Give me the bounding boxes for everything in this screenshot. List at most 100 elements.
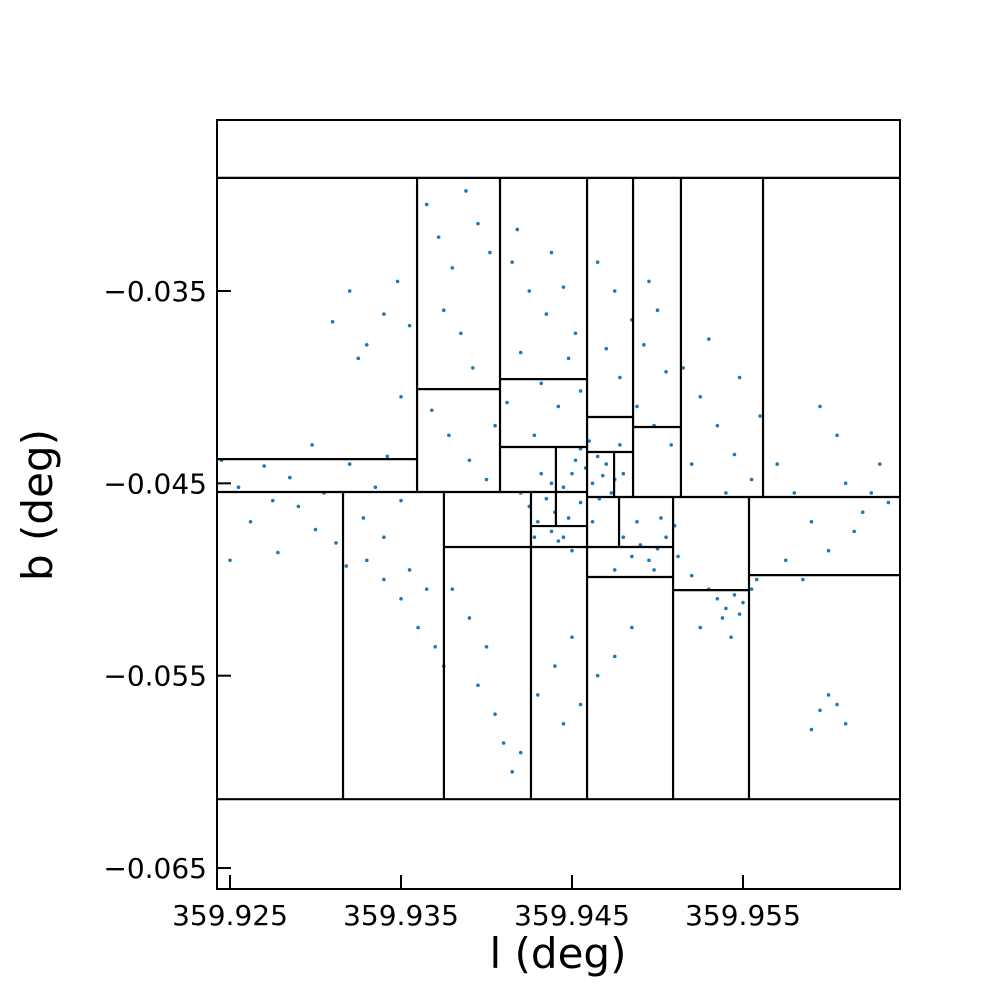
point [549,529,554,534]
point [476,683,480,688]
point [544,496,549,501]
point [536,693,540,697]
point [385,454,390,459]
point [600,473,605,478]
point [262,464,266,468]
point [549,481,554,486]
point [447,433,451,438]
point [539,471,544,476]
point [356,356,361,361]
point [365,343,369,347]
point [852,529,856,534]
point [296,504,301,509]
point [361,516,366,520]
point [532,433,537,438]
point [655,308,660,313]
point [595,454,600,459]
point [809,520,814,524]
point [467,458,472,463]
point [621,471,626,476]
segments-layer [217,176,900,801]
x-tick-label: 359.945 [514,899,630,932]
point [578,500,583,505]
y-tick-label: −0.065 [103,852,207,885]
point [399,394,403,399]
point [450,266,455,270]
point [595,673,600,678]
point [539,381,544,386]
point [647,558,651,563]
point [382,312,386,316]
point [553,664,557,668]
point [429,408,434,413]
point [373,485,378,489]
point [532,535,537,539]
point [737,612,742,616]
point [835,702,839,707]
point [609,491,614,495]
point [527,289,532,293]
point [561,285,566,289]
point [471,366,475,370]
point [570,471,574,476]
plot-frame [216,119,901,890]
point [459,331,463,336]
point [556,539,561,543]
point [749,477,754,482]
point [566,356,571,361]
point [818,708,822,713]
point [505,400,509,405]
point [737,375,742,380]
point [835,433,839,438]
y-tick-label: −0.045 [103,467,207,500]
point [570,635,574,640]
point [826,548,831,553]
point [754,577,759,582]
point [424,202,429,207]
point [344,564,349,568]
point [630,625,634,630]
point [573,458,578,463]
point [424,587,429,591]
point [464,189,468,193]
point [544,312,549,316]
point [801,577,805,582]
point [818,404,822,409]
y-tick-label: −0.035 [103,275,207,308]
point [276,550,280,555]
point [467,616,472,620]
point [604,346,609,351]
point [484,477,489,482]
point [248,520,253,524]
point [382,577,386,582]
point [638,543,643,547]
x-tick-label: 359.955 [685,899,801,932]
point [604,462,609,466]
point [590,520,595,524]
point [758,414,762,418]
point [493,712,497,716]
y-tick-label: −0.055 [103,660,207,693]
point [476,221,480,226]
x-axis-label: l (deg) [490,929,627,978]
point [698,394,703,399]
point [399,498,403,503]
point [407,323,412,328]
point [732,452,737,457]
point [635,404,639,409]
point [561,485,566,489]
point [570,548,574,553]
point [869,491,874,495]
point [664,369,668,374]
point [618,443,622,447]
point [433,645,438,649]
point [501,741,506,745]
point [843,481,848,486]
point [334,541,338,545]
point [642,343,646,347]
y-axis-label: b (deg) [13,429,62,581]
point [612,289,617,293]
point [681,366,685,370]
point [715,596,720,601]
